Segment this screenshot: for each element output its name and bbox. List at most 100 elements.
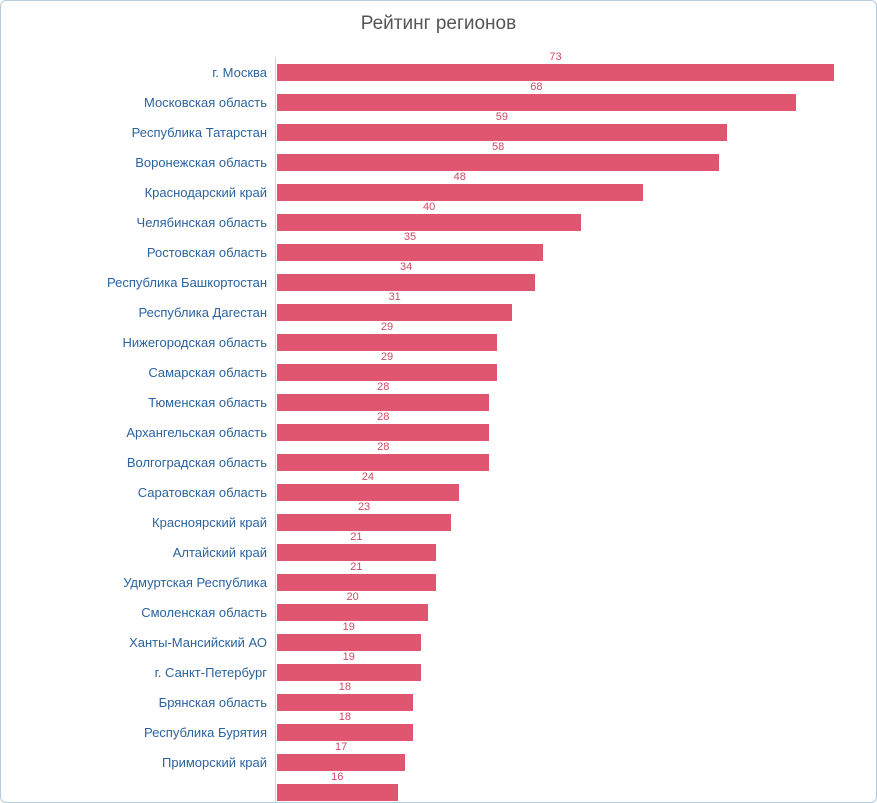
- table-row: Брянская область18: [1, 687, 858, 717]
- region-label: Республика Татарстан: [1, 125, 275, 140]
- table-row: Республика Дагестан31: [1, 297, 858, 327]
- bar: [276, 483, 460, 502]
- bar-value-label: 68: [530, 81, 542, 93]
- region-label: Ханты-Мансийский АО: [1, 635, 275, 650]
- region-label: Удмуртская Республика: [1, 575, 275, 590]
- bar: [276, 243, 544, 262]
- bar-area: 68: [275, 87, 858, 117]
- bar-value-label: 48: [454, 171, 466, 183]
- bar-area: 21: [275, 567, 858, 597]
- bar: [276, 333, 498, 352]
- bar-value-label: 21: [350, 561, 362, 573]
- region-label: Республика Бурятия: [1, 725, 275, 740]
- bar-area: 29: [275, 357, 858, 387]
- bar-value-label: 24: [362, 471, 374, 483]
- bar: [276, 273, 536, 292]
- bar: [276, 723, 414, 742]
- bar-area: 35: [275, 237, 858, 267]
- table-row: Удмуртская Республика21: [1, 567, 858, 597]
- bar-value-label: 29: [381, 351, 393, 363]
- region-label: Брянская область: [1, 695, 275, 710]
- region-label: Тюменская область: [1, 395, 275, 410]
- bar: [276, 753, 406, 772]
- bar-value-label: 17: [335, 741, 347, 753]
- region-label: Самарская область: [1, 365, 275, 380]
- bar-area: 20: [275, 597, 858, 627]
- bar: [276, 693, 414, 712]
- bar-value-label: 40: [423, 201, 435, 213]
- table-row: Республика Башкортостан34: [1, 267, 858, 297]
- bar: [276, 93, 797, 112]
- bar: [276, 543, 437, 562]
- region-label: Архангельская область: [1, 425, 275, 440]
- bar: [276, 633, 422, 652]
- table-row: Воронежская область58: [1, 147, 858, 177]
- region-label: Республика Дагестан: [1, 305, 275, 320]
- bar: [276, 303, 513, 322]
- bar-value-label: 16: [331, 771, 343, 783]
- region-label: Ростовская область: [1, 245, 275, 260]
- table-row: Самарская область29: [1, 357, 858, 387]
- bar-area: 17: [275, 747, 858, 777]
- bar-area: 19: [275, 657, 858, 687]
- table-row: Архангельская область28: [1, 417, 858, 447]
- table-row: Республика Бурятия18: [1, 717, 858, 747]
- table-row: Саратовская область24: [1, 477, 858, 507]
- bar-value-label: 28: [377, 411, 389, 423]
- bar: [276, 663, 422, 682]
- table-row: Ханты-Мансийский АО19: [1, 627, 858, 657]
- bar-value-label: 73: [549, 51, 561, 63]
- bar-area: 58: [275, 147, 858, 177]
- table-row: г. Москва73: [1, 57, 858, 87]
- bar-area: 48: [275, 177, 858, 207]
- bar-value-label: 34: [400, 261, 412, 273]
- bar-value-label: 35: [404, 231, 416, 243]
- bar-area: 73: [275, 57, 858, 87]
- region-label: Челябинская область: [1, 215, 275, 230]
- bar-area: 40: [275, 207, 858, 237]
- region-label: г. Москва: [1, 65, 275, 80]
- bar: [276, 603, 429, 622]
- bar-value-label: 21: [350, 531, 362, 543]
- table-row: Республика Татарстан59: [1, 117, 858, 147]
- bar: [276, 423, 490, 442]
- region-label: Московская область: [1, 95, 275, 110]
- bar-area: 28: [275, 417, 858, 447]
- region-label: Саратовская область: [1, 485, 275, 500]
- bar-value-label: 19: [343, 621, 355, 633]
- chart-rows: г. Москва73Московская область68Республик…: [1, 57, 876, 803]
- bar-value-label: 23: [358, 501, 370, 513]
- bar-area: 59: [275, 117, 858, 147]
- bar-value-label: 31: [389, 291, 401, 303]
- bar: [276, 783, 399, 802]
- region-label: Алтайский край: [1, 545, 275, 560]
- table-row: Алтайский край21: [1, 537, 858, 567]
- bar-value-label: 18: [339, 711, 351, 723]
- bar-area: 16: [275, 777, 858, 803]
- bar: [276, 453, 490, 472]
- table-row: Нижегородская область29: [1, 327, 858, 357]
- bar: [276, 363, 498, 382]
- region-label: Волгоградская область: [1, 455, 275, 470]
- bar-area: 34: [275, 267, 858, 297]
- region-label: Республика Башкортостан: [1, 275, 275, 290]
- region-label: Смоленская область: [1, 605, 275, 620]
- bar-area: 28: [275, 387, 858, 417]
- bar-value-label: 18: [339, 681, 351, 693]
- bar-value-label: 19: [343, 651, 355, 663]
- chart-title: Рейтинг регионов: [1, 13, 876, 35]
- bar: [276, 213, 582, 232]
- bar: [276, 393, 490, 412]
- bar-area: 18: [275, 717, 858, 747]
- bar-value-label: 59: [496, 111, 508, 123]
- bar-value-label: 28: [377, 381, 389, 393]
- chart-panel: Рейтинг регионов г. Москва73Московская о…: [0, 0, 877, 803]
- bar-area: 18: [275, 687, 858, 717]
- region-label: Воронежская область: [1, 155, 275, 170]
- bar-value-label: 20: [346, 591, 358, 603]
- table-row: Красноярский край23: [1, 507, 858, 537]
- bar-value-label: 29: [381, 321, 393, 333]
- bar-area: 19: [275, 627, 858, 657]
- bar-area: 31: [275, 297, 858, 327]
- table-row: Ростовская область35: [1, 237, 858, 267]
